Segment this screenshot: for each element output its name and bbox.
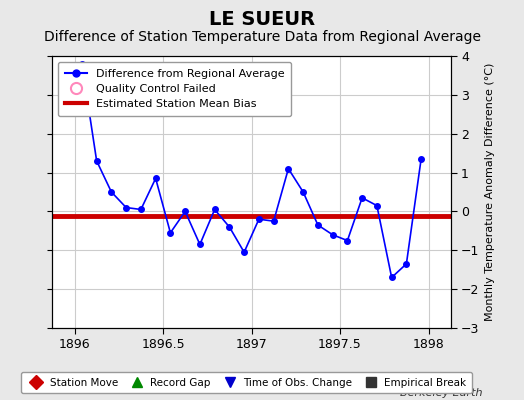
- Legend: Difference from Regional Average, Quality Control Failed, Estimated Station Mean: Difference from Regional Average, Qualit…: [58, 62, 291, 116]
- Y-axis label: Monthly Temperature Anomaly Difference (°C): Monthly Temperature Anomaly Difference (…: [485, 63, 495, 321]
- Text: Difference of Station Temperature Data from Regional Average: Difference of Station Temperature Data f…: [43, 30, 481, 44]
- Legend: Station Move, Record Gap, Time of Obs. Change, Empirical Break: Station Move, Record Gap, Time of Obs. C…: [21, 372, 472, 393]
- Text: LE SUEUR: LE SUEUR: [209, 10, 315, 29]
- Text: Berkeley Earth: Berkeley Earth: [400, 388, 482, 398]
